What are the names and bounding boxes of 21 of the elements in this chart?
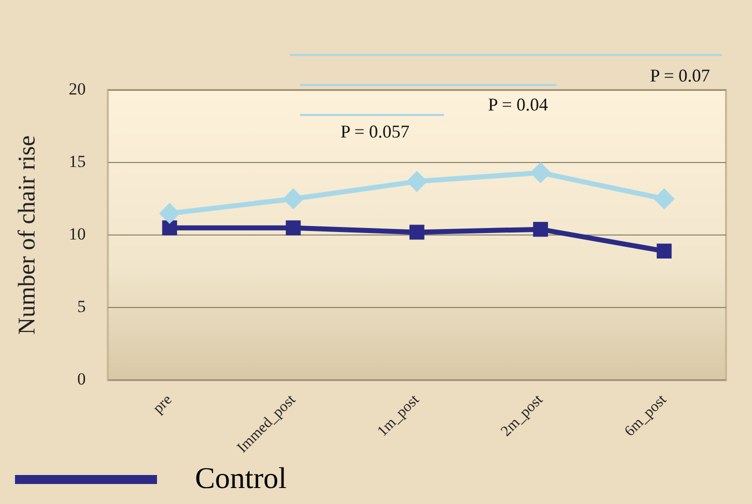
point <box>533 222 548 237</box>
y-tick-label: 0 <box>77 370 86 389</box>
point <box>654 189 674 208</box>
annotation: P = 0.057 <box>340 122 410 142</box>
point <box>656 244 672 259</box>
y-tick-label: 15 <box>68 152 86 172</box>
y-tick-label: 20 <box>68 79 86 98</box>
point <box>409 224 424 240</box>
y-tick-label: 5 <box>77 297 86 316</box>
legend-label: Control <box>195 462 287 496</box>
point <box>284 189 303 208</box>
y-tick-label: 10 <box>68 224 86 244</box>
point <box>407 172 426 191</box>
point <box>531 163 550 182</box>
point <box>162 220 178 236</box>
x-tick-label: pre <box>150 392 176 417</box>
annotation: P = 0.04 <box>488 94 548 115</box>
point <box>160 204 180 223</box>
y-axis-title: Number of chair rise <box>14 135 41 335</box>
point <box>286 220 301 236</box>
text: P = 0.07 <box>650 66 710 86</box>
